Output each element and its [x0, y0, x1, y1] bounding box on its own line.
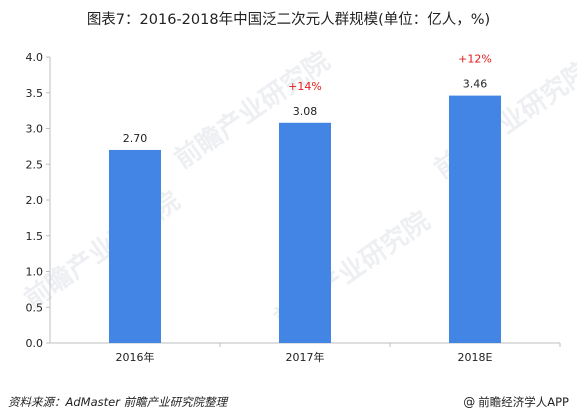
source-note: 资料来源：AdMaster 前瞻产业研究院整理 [8, 395, 228, 409]
chart-title: 图表7：2016-2018年中国泛二次元人群规模(单位：亿人，%) [86, 12, 491, 28]
y-tick-label: 2.5 [26, 158, 44, 171]
y-tick-label: 3.5 [26, 87, 44, 100]
bar [449, 95, 501, 343]
y-tick-label: 0.0 [26, 337, 44, 350]
at-icon: @ [463, 395, 476, 409]
y-tick-label: 3.0 [26, 123, 44, 136]
bar [279, 122, 331, 343]
data-label: 3.08 [293, 105, 318, 118]
y-tick-label: 1.0 [26, 266, 44, 279]
growth-label: +12% [458, 53, 492, 66]
y-tick-label: 4.0 [26, 51, 44, 64]
y-tick-label: 0.5 [26, 301, 44, 314]
x-tick-label: 2017年 [286, 350, 325, 364]
x-tick-label: 2018E [458, 351, 493, 364]
y-tick-label: 1.5 [26, 230, 44, 243]
bar [109, 149, 161, 343]
data-label: 3.46 [463, 78, 488, 91]
brand-label: 前瞻经济学人APP [478, 395, 569, 409]
data-label: 2.70 [123, 132, 148, 145]
brand-credit: @ 前瞻经济学人APP [463, 394, 569, 410]
y-tick-label: 2.0 [26, 194, 44, 207]
growth-label: +14% [288, 80, 322, 93]
x-tick-label: 2016年 [116, 350, 155, 364]
